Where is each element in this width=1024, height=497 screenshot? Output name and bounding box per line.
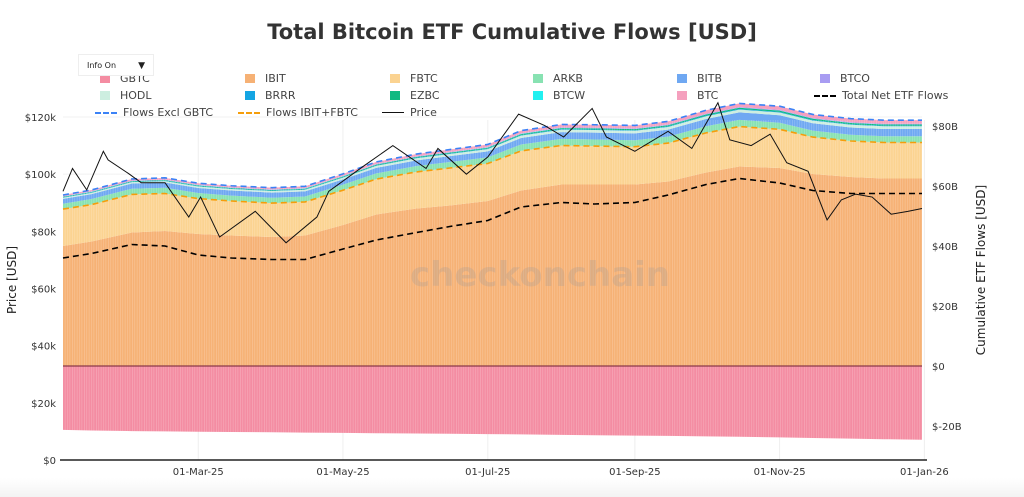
ibit-swatch <box>245 74 255 83</box>
legend-label: HODL <box>120 89 152 102</box>
dashed-line-icon <box>95 111 117 114</box>
legend-label: EZBC <box>410 89 440 102</box>
legend-label: BTC <box>697 89 719 102</box>
legend-item-bitb[interactable]: BITB <box>677 72 722 85</box>
btco-swatch <box>820 74 830 83</box>
left-tick-label: $0 <box>43 456 56 467</box>
bitb-swatch <box>677 74 687 83</box>
line-price <box>62 101 923 244</box>
left-tick-label: $100k <box>25 170 56 181</box>
legend-item-brrr[interactable]: BRRR <box>245 89 295 102</box>
info-dropdown-label: Info On <box>87 61 117 70</box>
ezbc-swatch <box>390 91 400 100</box>
legend-label: Price <box>410 106 437 119</box>
legend-label: IBIT <box>265 72 286 85</box>
legend-item-ezbc[interactable]: EZBC <box>390 89 440 102</box>
info-dropdown[interactable]: Info On ▼ <box>78 54 154 76</box>
dropdown-arrow-icon: ▼ <box>138 61 145 71</box>
bar-stripes <box>63 120 922 460</box>
right-tick-label: $40B <box>932 242 958 253</box>
footer-shade <box>0 478 1024 497</box>
dashed-line-icon <box>814 94 836 97</box>
left-axis-title: Price [USD] <box>5 246 19 314</box>
hodl-swatch <box>100 91 110 100</box>
legend-item-ibit[interactable]: IBIT <box>245 72 286 85</box>
legend-item-flows-ibit-fbtc[interactable]: Flows IBIT+FBTC <box>238 106 358 119</box>
gbtc-swatch <box>100 74 110 83</box>
x-tick-label: 01-May-25 <box>316 467 369 478</box>
x-tick-label: 01-Mar-25 <box>173 467 224 478</box>
legend-item-arkb[interactable]: ARKB <box>533 72 583 85</box>
legend-label: BITB <box>697 72 723 85</box>
x-tick-label: 01-Sep-25 <box>609 467 661 478</box>
right-tick-label: $0 <box>932 362 945 373</box>
dashed-line-icon <box>238 111 260 114</box>
legend-label: BTCO <box>840 72 870 85</box>
solid-line-icon <box>382 112 404 113</box>
legend-label: BTCW <box>553 89 586 102</box>
legend-label: Total Net ETF Flows <box>842 89 949 102</box>
lines <box>62 101 923 261</box>
legend-item-btc[interactable]: BTC <box>677 89 718 102</box>
legend-label: ARKB <box>553 72 583 85</box>
chart-title: Total Bitcoin ETF Cumulative Flows [USD] <box>267 20 757 44</box>
axes: 01-Mar-25 01-May-25 01-Jul-25 01-Sep-25 01-N… <box>25 113 962 478</box>
legend-item-price[interactable]: Price <box>382 106 437 119</box>
line-flows-excl-gbtc <box>62 102 922 196</box>
left-tick-label: $20k <box>31 399 56 410</box>
legend-item-hodl[interactable]: HODL <box>100 89 152 102</box>
watermark-logo: checkonchain <box>410 255 670 295</box>
fbtc-swatch <box>390 74 400 83</box>
legend-label: Flows Excl GBTC <box>123 106 214 119</box>
left-tick-label: $40k <box>31 342 56 353</box>
line-flows-ibit-fbtc <box>62 125 922 210</box>
btc-swatch <box>677 91 687 100</box>
right-axis-title: Cumulative ETF Flows [USD] <box>974 185 988 355</box>
legend-item-btco[interactable]: BTCO <box>820 72 870 85</box>
legend-label: FBTC <box>410 72 438 85</box>
left-tick-label: $80k <box>31 227 56 238</box>
legend-item-total-net[interactable]: Total Net ETF Flows <box>814 89 948 102</box>
legend-label: Flows IBIT+FBTC <box>266 106 358 119</box>
left-tick-label: $60k <box>31 285 56 296</box>
arkb-swatch <box>533 74 543 83</box>
legend-item-fbtc[interactable]: FBTC <box>390 72 438 85</box>
brrr-swatch <box>245 91 255 100</box>
x-tick-label: 01-Jan-26 <box>900 467 949 478</box>
right-tick-label: $20B <box>932 302 958 313</box>
x-tick-label: 01-Nov-25 <box>754 467 806 478</box>
btcw-swatch <box>533 91 543 100</box>
right-tick-label: $-20B <box>932 422 962 433</box>
right-tick-label: $60B <box>932 182 958 193</box>
x-tick-label: 01-Jul-25 <box>465 467 510 478</box>
legend-item-btcw[interactable]: BTCW <box>533 89 585 102</box>
left-tick-label: $120k <box>25 113 56 124</box>
line-total-net-etf-flows <box>62 177 922 261</box>
right-tick-label: $80B <box>932 122 958 133</box>
legend-item-flows-excl-gbtc[interactable]: Flows Excl GBTC <box>95 106 213 119</box>
legend-label: BRRR <box>265 89 296 102</box>
